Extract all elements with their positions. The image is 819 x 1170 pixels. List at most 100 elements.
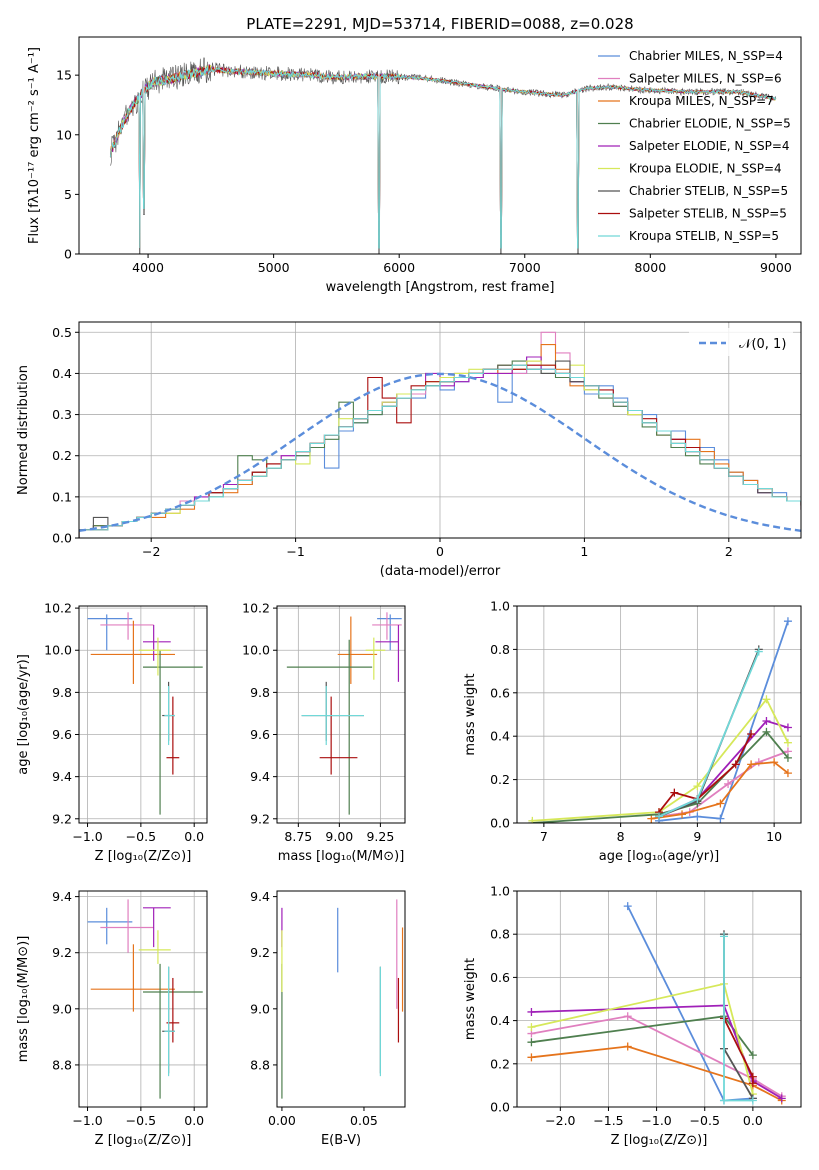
y-tick-label: 0.3 (52, 407, 72, 422)
weight-marker (647, 814, 656, 823)
y-tick-label: 9.2 (52, 811, 72, 826)
x-tick-label: 1 (580, 544, 588, 559)
y-tick-label: 8.8 (52, 1057, 72, 1072)
y-axis-label: Normed distribution (16, 365, 31, 495)
histogram-step (79, 364, 801, 538)
plot-frame (276, 890, 406, 1108)
weight-marker (762, 727, 771, 736)
weight-marker (783, 738, 792, 747)
y-axis-label: Flux [fλ10⁻¹⁷ erg cm⁻² s⁻¹ A⁻¹] (27, 47, 42, 244)
y-tick-label: 10.2 (242, 601, 270, 616)
plot-frame (78, 605, 208, 824)
x-tick-label: −2.0 (545, 1113, 575, 1128)
y-tick-label: 0.5 (52, 325, 72, 340)
x-tick-label: −1.0 (72, 1113, 102, 1128)
weight-marker (693, 812, 702, 821)
y-tick-label: 0.6 (490, 970, 510, 985)
x-axis-label: E(B-V) (321, 1133, 361, 1148)
y-tick-label: 9.2 (250, 811, 270, 826)
weight-line (658, 620, 789, 822)
plot-area (528, 617, 792, 823)
y-tick-label: 0.0 (490, 816, 510, 831)
weight-marker (716, 799, 725, 808)
plot-frame (516, 605, 802, 824)
y-tick-label: 0.8 (490, 642, 510, 657)
x-tick-label: 9.25 (366, 829, 394, 844)
chart-mass-vs-ebv: 0.00 0.05 8.8 9.0 9.2 9.4 E(B-V) (250, 889, 406, 1148)
weight-marker (748, 1051, 757, 1060)
plot-area (286, 612, 402, 815)
legend-label: Salpeter STELIB, N_SSP=5 (629, 207, 787, 221)
weight-line (651, 761, 789, 820)
chart-age-vs-mass: 8.75 9.00 9.25 9.2 9.4 9.6 9.8 10.0 10.2 mass [lo… (242, 601, 406, 864)
x-tick-label: 8.75 (284, 829, 312, 844)
y-axis-label: mass [log₁₀(M/M⊙)] (16, 936, 31, 1063)
x-tick-label: 0.0 (184, 1113, 204, 1128)
chart-spectrum: Chabrier MILES, N_SSP=4 Salpeter MILES, N… (27, 36, 802, 295)
weight-marker (678, 810, 687, 819)
y-tick-label: 9.8 (250, 685, 270, 700)
weight-marker (693, 782, 702, 791)
x-axis-label: wavelength [Angstrom, rest frame] (326, 280, 555, 295)
weight-marker (762, 695, 771, 704)
y-tick-label: 0.4 (490, 1013, 510, 1028)
plot-frame (276, 605, 406, 824)
plot-frame (78, 36, 802, 255)
y-tick-label: 10 (56, 127, 72, 142)
x-axis-label: (data-model)/error (380, 564, 501, 579)
plot-frame (516, 890, 802, 1108)
x-tick-label: −0.5 (690, 1113, 720, 1128)
plot-area (87, 899, 203, 1099)
x-tick-label: 0.00 (268, 1113, 296, 1128)
x-tick-label: 0.0 (184, 829, 204, 844)
y-tick-label: 0.1 (52, 489, 72, 504)
weight-marker (655, 812, 663, 821)
x-axis-label: age [log₁₀(age/yr)] (599, 849, 720, 864)
x-tick-label: 9.00 (325, 829, 353, 844)
weight-marker (747, 760, 756, 769)
weight-marker (783, 723, 792, 732)
legend-label: Kroupa STELIB, N_SSP=5 (629, 229, 779, 243)
x-axis-label: Z [log₁₀(Z/Z⊙)] (95, 1133, 192, 1148)
x-tick-label: 8000 (634, 260, 666, 275)
x-tick-label: −2 (142, 544, 160, 559)
x-tick-label: −1.0 (72, 829, 102, 844)
chart-weight-vs-age: 7 8 9 10 0.0 0.2 0.4 0.6 0.8 1.0 age [log₁₀(age/yr… (463, 599, 802, 864)
weight-marker (528, 816, 537, 823)
y-tick-label: 9.2 (52, 945, 72, 960)
weight-marker (783, 617, 792, 626)
y-tick-label: 10.0 (242, 643, 270, 658)
legend-label: Kroupa MILES, N_SSP=7 (629, 94, 774, 108)
y-tick-label: 9.4 (250, 889, 270, 904)
x-axis-label: mass [log₁₀(M/M⊙)] (278, 849, 405, 864)
y-tick-label: 0.2 (490, 1056, 510, 1071)
weight-marker (748, 1096, 757, 1105)
x-tick-label: 0 (436, 544, 444, 559)
weight-marker (731, 760, 740, 769)
x-tick-label: 6000 (383, 260, 415, 275)
weight-marker (693, 795, 702, 804)
x-tick-label: 4000 (132, 260, 164, 275)
x-tick-label: 0.0 (743, 1113, 763, 1128)
y-tick-label: 9.4 (52, 889, 72, 904)
y-tick-label: 9.4 (52, 769, 72, 784)
weight-marker (527, 1007, 536, 1016)
y-tick-label: 0.6 (490, 685, 510, 700)
weight-marker (719, 1096, 728, 1105)
weight-marker (527, 1053, 536, 1062)
x-tick-label: 8 (617, 829, 625, 844)
x-tick-label: 9 (693, 829, 701, 844)
x-tick-label: −1.0 (641, 1113, 671, 1128)
y-tick-label: 9.4 (250, 769, 270, 784)
x-tick-label: 5000 (258, 260, 290, 275)
x-tick-label: 2 (725, 544, 733, 559)
x-axis-label: Z [log₁₀(Z/Z⊙)] (611, 1133, 708, 1148)
legend-label: Chabrier ELODIE, N_SSP=5 (629, 117, 791, 131)
y-tick-label: 0.0 (52, 531, 72, 546)
plot-frame (78, 890, 208, 1108)
y-tick-label: 9.0 (250, 1001, 270, 1016)
y-tick-label: 0.4 (490, 729, 510, 744)
weight-marker (670, 788, 679, 797)
x-tick-label: 7000 (509, 260, 541, 275)
